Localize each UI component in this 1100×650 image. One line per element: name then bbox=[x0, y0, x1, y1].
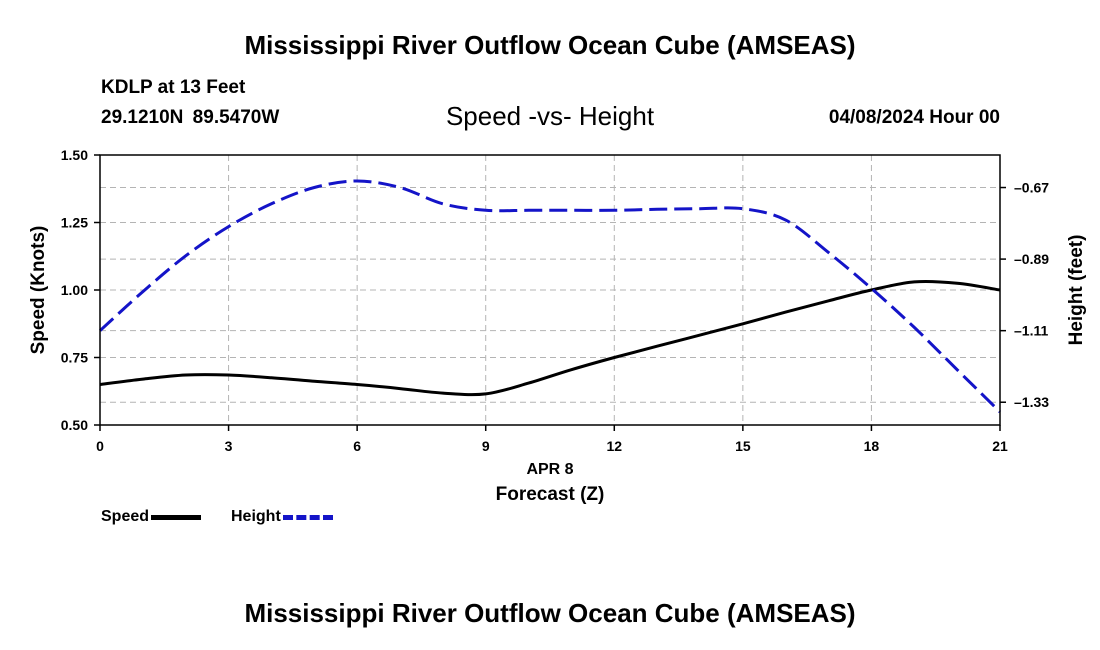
series-line-height bbox=[98, 179, 1002, 414]
x-axis-sublabel: APR 8 bbox=[526, 461, 573, 478]
legend-height-label: Height bbox=[231, 508, 281, 525]
y2-axis-label: Height (feet) bbox=[1066, 235, 1087, 346]
y-tick-label: 1.50 bbox=[61, 147, 88, 163]
y-tick-label: 0.75 bbox=[61, 350, 88, 366]
y2-tick-label: –0.67 bbox=[1014, 180, 1049, 196]
legend-speed-swatch bbox=[151, 514, 202, 520]
legend-height-swatch bbox=[282, 514, 333, 520]
chart-title: Speed -vs- Height bbox=[445, 101, 655, 131]
x-tick-label: 21 bbox=[992, 438, 1008, 454]
series-layer bbox=[98, 179, 1002, 414]
x-tick-label: 6 bbox=[353, 438, 361, 454]
series-line-speed bbox=[99, 279, 1001, 397]
y2-tick-label: –0.89 bbox=[1014, 251, 1049, 267]
legend-speed-label: Speed bbox=[101, 508, 150, 525]
legend-speed: Speed bbox=[101, 508, 202, 526]
axes: 0 3 6 9 12 15 18 21 0.50 0.75 1.00 1.25 1.50 –0.67 –0.… bbox=[61, 147, 1049, 454]
legend-height: Height bbox=[231, 508, 333, 526]
main-title: Mississippi River Outflow Ocean Cube (AM… bbox=[244, 30, 856, 60]
y2-tick-label: –1.11 bbox=[1014, 323, 1048, 339]
x-axis-label: Forecast (Z) bbox=[496, 484, 605, 505]
x-tick-label: 9 bbox=[482, 438, 490, 454]
y-tick-label: 1.25 bbox=[61, 215, 88, 231]
footer-title: Mississippi River Outflow Ocean Cube (AM… bbox=[244, 598, 856, 628]
y-tick-label: 0.50 bbox=[61, 417, 88, 433]
coordinates-label: 29.1210N 89.5470W bbox=[101, 107, 280, 128]
x-tick-label: 15 bbox=[735, 438, 751, 454]
y-tick-label: 1.00 bbox=[61, 282, 88, 298]
x-tick-label: 0 bbox=[96, 438, 104, 454]
forecast-date: 04/08/2024 Hour 00 bbox=[828, 107, 1000, 128]
station-label: KDLP at 13 Feet bbox=[101, 77, 246, 98]
y-axis-label: Speed (Knots) bbox=[28, 226, 49, 355]
x-tick-label: 12 bbox=[606, 438, 622, 454]
x-tick-label: 3 bbox=[225, 438, 233, 454]
x-tick-label: 18 bbox=[864, 438, 880, 454]
y2-tick-label: –1.33 bbox=[1014, 394, 1049, 410]
